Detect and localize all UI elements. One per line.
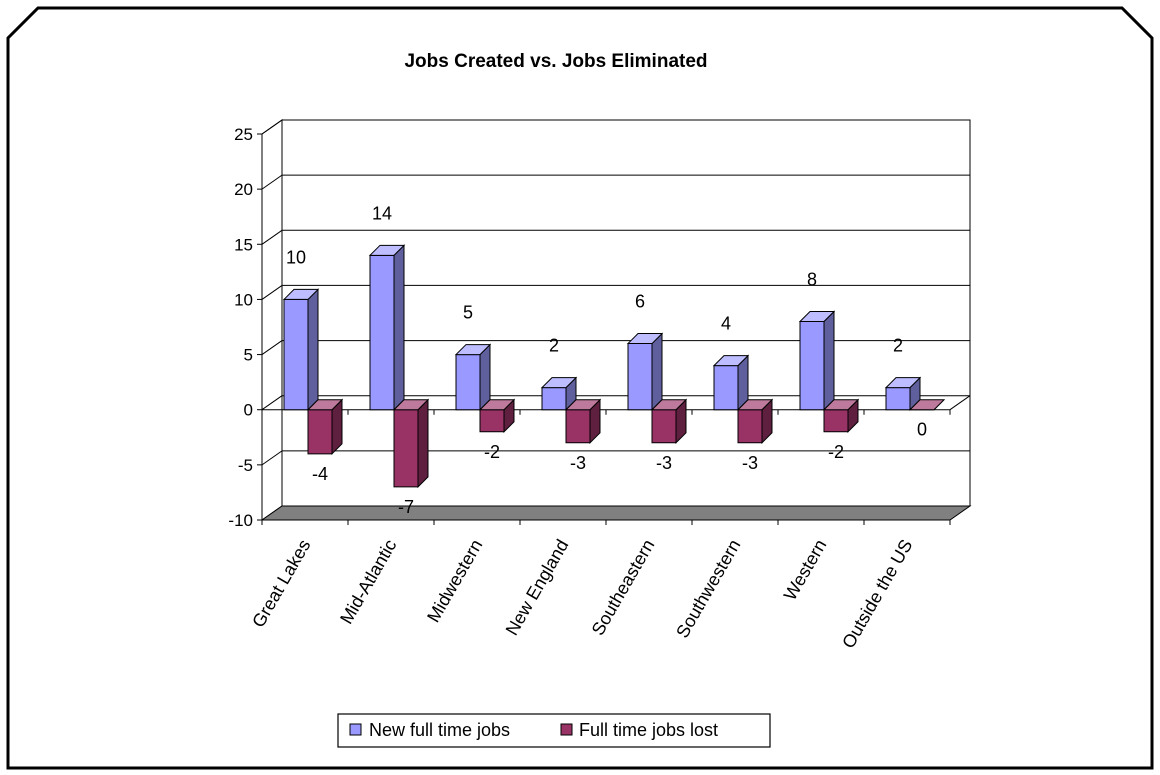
bar-jobs-lost-face bbox=[908, 399, 946, 411]
data-label-new-jobs: 2 bbox=[893, 336, 903, 356]
bar-jobs-lost bbox=[650, 398, 688, 445]
legend-box bbox=[337, 713, 771, 748]
bar-jobs-lost-face bbox=[478, 399, 516, 411]
bar-new-jobs-face bbox=[282, 288, 320, 300]
bar-jobs-lost-face bbox=[564, 399, 602, 411]
chart-floor bbox=[260, 505, 972, 521]
data-label-jobs-lost: -3 bbox=[742, 453, 758, 473]
data-label-jobs-lost: -2 bbox=[484, 442, 500, 462]
bar-new-jobs-face bbox=[283, 298, 309, 411]
bar-new-jobs-face bbox=[627, 343, 653, 411]
bar-new-jobs-face bbox=[455, 354, 481, 411]
gridline-side bbox=[261, 119, 283, 135]
data-label-jobs-lost: 0 bbox=[917, 420, 927, 440]
data-label-new-jobs: 14 bbox=[372, 203, 392, 223]
bar-new-jobs-face bbox=[798, 310, 836, 322]
gridline-side bbox=[261, 450, 283, 466]
bar-jobs-lost-face bbox=[736, 399, 774, 411]
bar-jobs-lost-face bbox=[651, 409, 677, 444]
data-label-new-jobs: 5 bbox=[463, 303, 473, 323]
bar-jobs-lost-face bbox=[392, 399, 430, 411]
gridline-side bbox=[261, 285, 283, 300]
bar-new-jobs-face bbox=[541, 387, 567, 411]
y-tick-label: -10 bbox=[228, 511, 253, 530]
bar-new-jobs-face bbox=[479, 343, 491, 411]
bar-jobs-lost bbox=[478, 398, 516, 433]
bar-jobs-lost-face bbox=[650, 399, 688, 411]
bar-jobs-lost bbox=[736, 398, 774, 445]
bar-new-jobs-face bbox=[626, 333, 664, 345]
bar-new-jobs-face bbox=[713, 365, 739, 411]
legend-label-new-jobs: New full time jobs bbox=[369, 720, 510, 740]
bar-new-jobs bbox=[368, 244, 406, 411]
bar-new-jobs-face bbox=[393, 244, 405, 411]
gridline-side bbox=[261, 395, 283, 411]
chart-side-wall bbox=[261, 119, 283, 521]
y-tick-label: -5 bbox=[238, 456, 253, 475]
y-tick-label: 5 bbox=[244, 346, 253, 365]
data-label-new-jobs: 2 bbox=[549, 336, 559, 356]
bar-jobs-lost bbox=[564, 398, 602, 445]
bar-new-jobs bbox=[798, 310, 836, 411]
bar-jobs-lost-face bbox=[565, 409, 591, 444]
data-label-jobs-lost: -2 bbox=[828, 442, 844, 462]
data-label-new-jobs: 4 bbox=[721, 314, 731, 334]
bar-jobs-lost-face bbox=[417, 398, 429, 489]
bar-jobs-lost-face bbox=[823, 409, 849, 433]
bars-layer bbox=[282, 244, 946, 489]
data-label-jobs-lost: -3 bbox=[570, 453, 586, 473]
data-label-new-jobs: 10 bbox=[286, 247, 306, 267]
bar-jobs-lost bbox=[306, 398, 344, 456]
bar-new-jobs-face bbox=[712, 355, 750, 367]
y-tick-label: 20 bbox=[234, 180, 253, 199]
bar-new-jobs-face bbox=[307, 288, 319, 411]
data-label-new-jobs: 6 bbox=[635, 292, 645, 312]
bar-jobs-lost-face bbox=[822, 399, 860, 411]
bar-jobs-lost-face bbox=[307, 409, 333, 455]
bar-new-jobs-face bbox=[369, 254, 395, 411]
bar-new-jobs-face bbox=[799, 320, 825, 411]
bar-new-jobs-face bbox=[368, 244, 406, 256]
gridline-side bbox=[261, 174, 283, 190]
gridline-side bbox=[261, 229, 283, 245]
bar-new-jobs-face bbox=[651, 332, 663, 411]
data-label-jobs-lost: -4 bbox=[312, 464, 328, 484]
bar-new-jobs bbox=[282, 288, 320, 411]
bar-new-jobs bbox=[626, 332, 664, 411]
bar-new-jobs bbox=[712, 354, 750, 411]
bar-new-jobs bbox=[454, 343, 492, 411]
y-tick-label: 25 bbox=[234, 125, 253, 144]
bar-new-jobs-face bbox=[540, 377, 578, 389]
bar-new-jobs-face bbox=[884, 377, 922, 389]
y-tick-label: 0 bbox=[244, 401, 253, 420]
bar-jobs-lost bbox=[392, 398, 430, 489]
y-tick-label: 10 bbox=[234, 290, 253, 309]
legend: New full time jobs Full time jobs lost bbox=[337, 713, 771, 748]
data-label-jobs-lost: -7 bbox=[398, 497, 414, 517]
bar-jobs-lost-face bbox=[479, 409, 505, 433]
bar-new-jobs-face bbox=[823, 310, 835, 411]
data-label-new-jobs: 8 bbox=[807, 269, 817, 289]
bar-jobs-lost bbox=[908, 399, 946, 411]
bar-jobs-lost-face bbox=[306, 399, 344, 411]
legend-swatch-jobs-lost bbox=[560, 723, 573, 736]
y-tick-label: 15 bbox=[234, 235, 253, 254]
bar-new-jobs-face bbox=[885, 387, 911, 411]
x-axis-depth-line bbox=[949, 395, 971, 411]
legend-swatch-new-jobs bbox=[349, 723, 362, 736]
chart-title: Jobs Created vs. Jobs Eliminated bbox=[404, 51, 707, 72]
data-label-jobs-lost: -3 bbox=[656, 453, 672, 473]
bar-new-jobs-face bbox=[454, 344, 492, 356]
gridline-side bbox=[261, 340, 283, 355]
bar-jobs-lost bbox=[822, 398, 860, 433]
bar-jobs-lost-face bbox=[393, 409, 419, 488]
bar-jobs-lost-face bbox=[737, 409, 763, 444]
legend-label-jobs-lost: Full time jobs lost bbox=[579, 720, 718, 740]
